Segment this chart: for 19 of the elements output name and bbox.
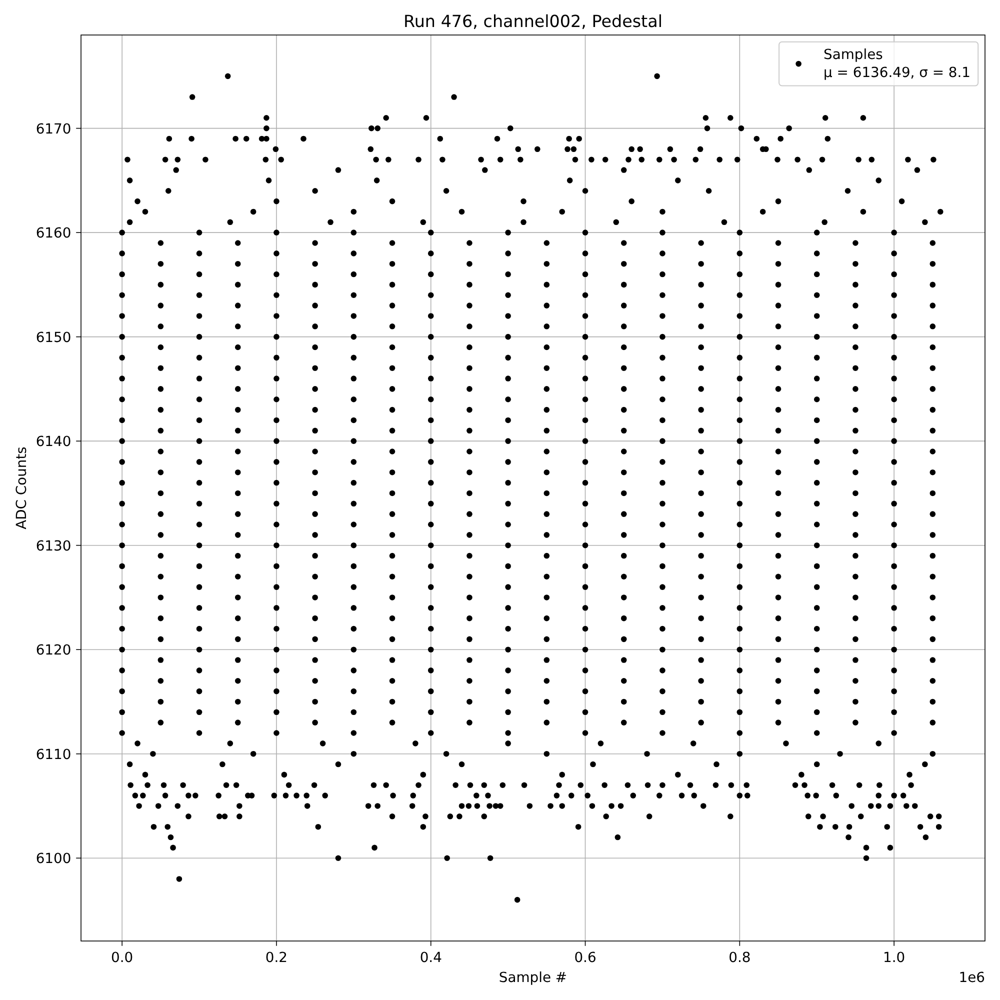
y-tick-label: 6110 (36, 746, 72, 763)
x-tick-label: 0.0 (111, 950, 134, 966)
y-axis-title: ADC Counts (14, 446, 30, 530)
x-tick-label: 0.4 (420, 950, 442, 966)
x-tick-label: 0.6 (574, 950, 596, 966)
x-axis-title: Sample # (498, 970, 568, 986)
chart-title: Run 476, channel002, Pedestal (404, 11, 662, 31)
x-tick-label: 0.2 (265, 950, 288, 966)
x-tick-label: 0.8 (728, 950, 751, 966)
y-tick-label: 6130 (36, 538, 72, 554)
x-tick-label: 1.0 (883, 950, 906, 966)
y-tick-label: 6150 (36, 330, 72, 346)
y-tick-label: 6100 (36, 851, 72, 868)
y-tick-label: 6140 (36, 434, 72, 450)
text: 1e6 (958, 970, 985, 986)
y-tick-label: 6120 (36, 642, 72, 659)
y-tick-label: 6170 (36, 121, 72, 138)
y-tick-label: 6160 (36, 226, 72, 242)
legend-label: Samples μ = 6136.49, σ = 8.1 (824, 47, 971, 81)
